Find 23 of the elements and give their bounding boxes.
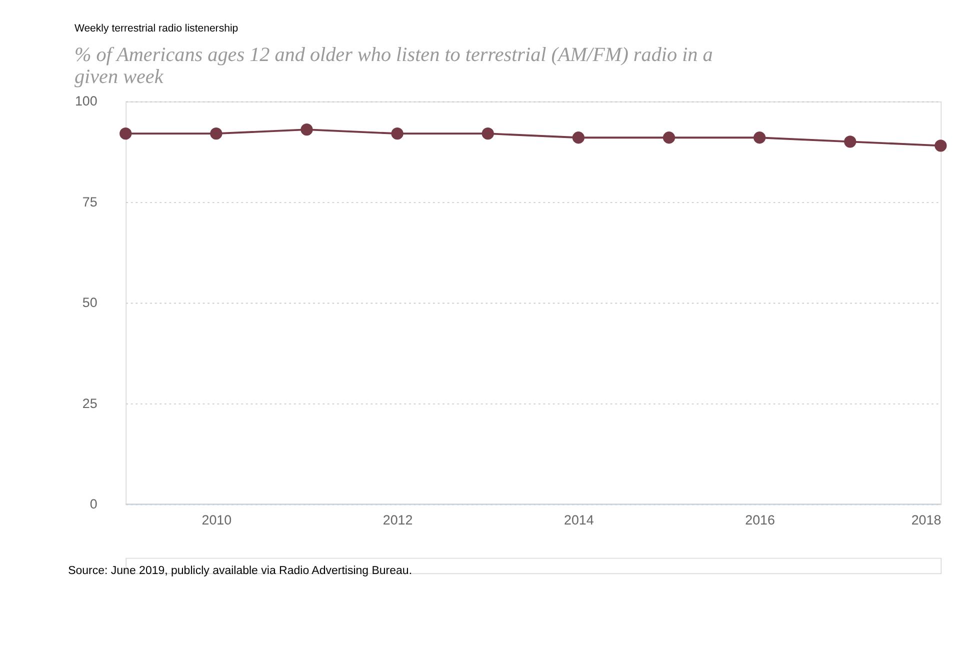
- chart-title: Weekly terrestrial radio listenership: [74, 22, 238, 34]
- point: [482, 128, 494, 140]
- x-tick-label: 2014: [564, 512, 594, 528]
- point: [300, 124, 313, 136]
- y-tick-label: 75: [82, 194, 98, 210]
- point: [391, 128, 404, 140]
- y-tick-label: 0: [90, 496, 98, 512]
- source-note: Source: June 2019, publicly available via Radio Advertising Bureau.: [68, 565, 412, 578]
- y-tick-label: 25: [82, 396, 98, 411]
- x-tick-label: 2018: [911, 512, 942, 528]
- point: [120, 128, 132, 140]
- point: [754, 132, 766, 144]
- x-tick-label: 2012: [382, 512, 413, 528]
- x-tick-label: 2010: [202, 512, 232, 528]
- point: [844, 136, 856, 148]
- chart-subtitle: % of Americans ages 12 and older who listen to terrestrial (AM/FM) radio in a given week: [74, 44, 713, 88]
- y-tick-label: 100: [74, 94, 98, 109]
- x-tick-label: 2016: [745, 512, 775, 528]
- point: [662, 132, 676, 144]
- y-tick-label: 50: [82, 295, 98, 310]
- point: [934, 140, 947, 152]
- point: [210, 128, 222, 140]
- point: [572, 132, 585, 144]
